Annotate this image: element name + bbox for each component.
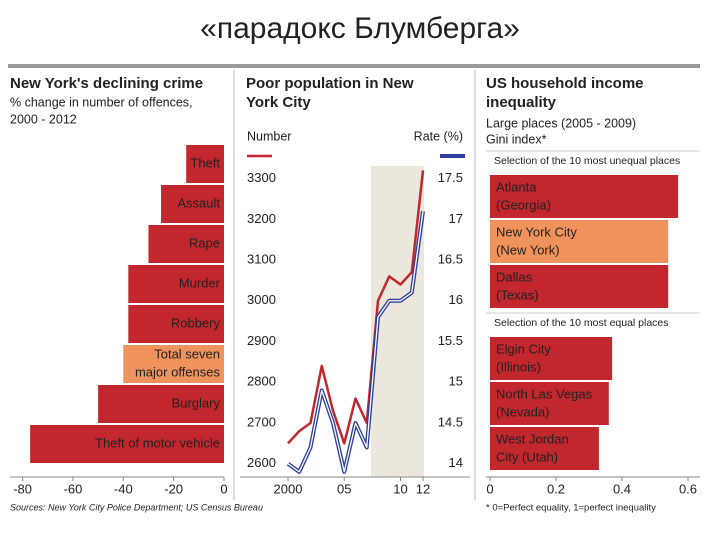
chart-subtitle: 2000 - 2012: [10, 112, 77, 126]
group-label: Selection of the 10 most unequal places: [494, 155, 680, 167]
bar: [128, 265, 224, 303]
y2-tick-label: 15: [449, 374, 463, 389]
bar-label: West Jordan: [496, 431, 569, 446]
bar-label: (Georgia): [496, 197, 551, 212]
x-tick-label: 0.2: [547, 481, 565, 496]
bar-label: Dallas: [496, 269, 533, 284]
bar: [161, 185, 224, 223]
x-tick-label: 0: [220, 481, 227, 496]
series-line-inner: [287, 211, 424, 473]
bar: [98, 385, 224, 423]
bar: [123, 345, 224, 383]
series-line: [287, 170, 425, 445]
source: Sources: New York City Police Department…: [10, 502, 263, 512]
bar-label: (Nevada): [496, 404, 549, 419]
bar-label: (Illinois): [496, 359, 541, 374]
y2-tick-label: 16.5: [438, 251, 463, 266]
bar-label: Robbery: [171, 315, 221, 330]
y-tick-label: 3300: [247, 170, 276, 185]
x-tick-label: -40: [114, 481, 133, 496]
y-tick-label: 3100: [247, 251, 276, 266]
bar-label: New York City: [496, 224, 577, 239]
bar-label: (New York): [496, 242, 560, 257]
bar-label: (Texas): [496, 287, 539, 302]
x-tick-label: -60: [64, 481, 83, 496]
bar-label: North Las Vegas: [496, 386, 593, 401]
y2-tick-label: 14: [449, 455, 463, 470]
x-tick-label: 10: [393, 481, 407, 496]
x-tick-label: -20: [164, 481, 183, 496]
chart-subtitle: Large places (2005 - 2009): [486, 116, 636, 130]
y2-tick-label: 17.5: [438, 170, 463, 185]
bar-label: Assault: [177, 195, 220, 210]
bar: [128, 305, 224, 343]
bar-label: Burglary: [172, 395, 221, 410]
bar-label: major offenses: [135, 364, 221, 379]
legend-label: Rate (%): [414, 129, 463, 143]
bar-label: Theft of motor vehicle: [95, 435, 220, 450]
y-tick-label: 2900: [247, 333, 276, 348]
x-tick-label: 0.4: [613, 481, 631, 496]
y2-tick-label: 14.5: [438, 414, 463, 429]
bar-label: Murder: [179, 275, 221, 290]
chart-subtitle: % change in number of offences,: [10, 95, 193, 109]
y-tick-label: 2700: [247, 414, 276, 429]
shaded-period: [371, 166, 424, 477]
slide-title: «парадокс Блумберга»: [200, 12, 520, 45]
group-label: Selection of the 10 most equal places: [494, 317, 669, 329]
bar: [30, 425, 225, 463]
bar-label: Elgin City: [496, 341, 551, 356]
x-tick-label: 0: [486, 481, 493, 496]
bar-label: City (Utah): [496, 449, 558, 464]
bar: [148, 225, 224, 263]
bar-label: Total seven: [154, 346, 220, 361]
legend-label: Number: [247, 129, 291, 143]
bar: [490, 382, 609, 425]
chart-title: New York's declining crime: [10, 75, 203, 92]
chart-title: Poor population in New: [246, 75, 414, 92]
bar-label: Atlanta: [496, 179, 537, 194]
y2-tick-label: 16: [449, 292, 463, 307]
x-tick-label: -80: [13, 481, 32, 496]
bar: [186, 145, 224, 183]
x-tick-label: 2000: [274, 481, 303, 496]
footnote: * 0=Perfect equality, 1=perfect inequali…: [486, 503, 656, 514]
bar-label: Rape: [189, 235, 220, 250]
y-tick-label: 3000: [247, 292, 276, 307]
bar-label: Theft: [190, 155, 220, 170]
x-tick-label: 05: [337, 481, 351, 496]
x-tick-label: 0.6: [679, 481, 697, 496]
y-tick-label: 2600: [247, 455, 276, 470]
chart-title: York City: [246, 94, 311, 111]
y-tick-label: 2800: [247, 374, 276, 389]
bar: [490, 427, 599, 470]
bar: [490, 265, 669, 308]
top-rule: [8, 64, 700, 68]
y-tick-label: 3200: [247, 211, 276, 226]
bar: [490, 337, 613, 380]
x-tick-label: 12: [416, 481, 430, 496]
chart-subtitle: Gini index*: [486, 132, 547, 146]
y2-tick-label: 17: [449, 211, 463, 226]
y2-tick-label: 15.5: [438, 333, 463, 348]
chart-title: US household income: [486, 75, 644, 92]
chart-title: inequality: [486, 94, 557, 111]
bar: [490, 175, 679, 218]
bar: [490, 220, 669, 263]
